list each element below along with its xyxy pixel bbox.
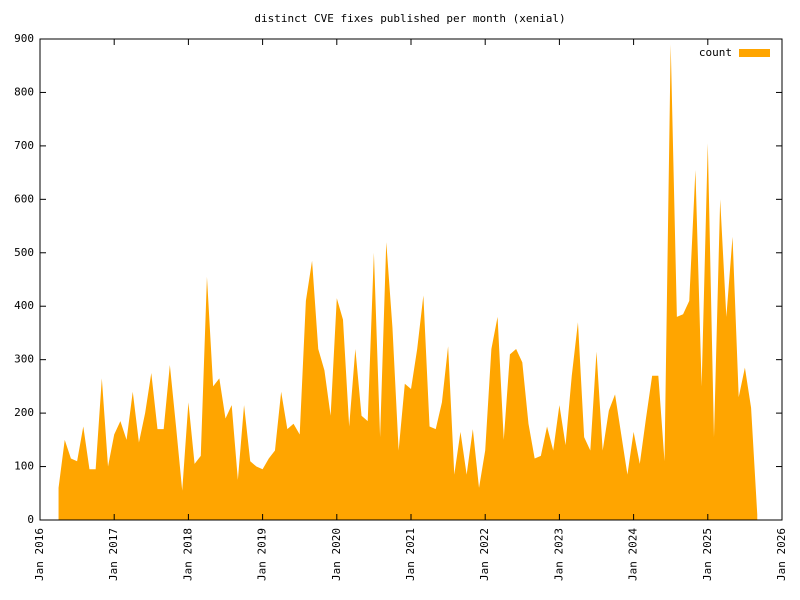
y-tick-label: 600 [14, 192, 34, 205]
legend-swatch [739, 49, 770, 57]
x-tick-label: Jan 2020 [330, 528, 343, 581]
y-tick-label: 800 [14, 85, 34, 98]
x-tick-label: Jan 2018 [181, 528, 194, 581]
y-tick-label: 0 [27, 513, 34, 526]
x-tick-label: Jan 2024 [627, 528, 640, 581]
y-tick-label: 300 [14, 353, 34, 366]
y-tick-label: 900 [14, 32, 34, 45]
x-tick-label: Jan 2022 [478, 528, 491, 581]
chart-title: distinct CVE fixes published per month (… [254, 12, 565, 25]
x-tick-label: Jan 2026 [775, 528, 788, 581]
x-tick-label: Jan 2025 [701, 528, 714, 581]
x-tick-label: Jan 2017 [107, 528, 120, 581]
y-tick-label: 400 [14, 299, 34, 312]
y-tick-label: 500 [14, 246, 34, 259]
x-tick-label: Jan 2016 [33, 528, 46, 581]
legend-label: count [699, 46, 732, 59]
y-tick-label: 100 [14, 460, 34, 473]
y-tick-label: 700 [14, 139, 34, 152]
y-tick-label: 200 [14, 406, 34, 419]
x-tick-label: Jan 2021 [404, 528, 417, 581]
x-tick-label: Jan 2019 [256, 528, 269, 581]
x-tick-label: Jan 2023 [552, 528, 565, 581]
area [58, 44, 758, 520]
